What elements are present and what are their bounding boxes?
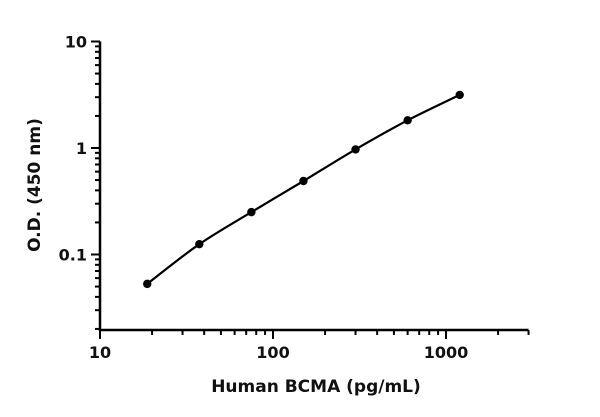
x-axis-title: Human BCMA (pg/mL) [211, 377, 421, 397]
data-point-marker [247, 207, 256, 217]
y-axis-title: O.D. (450 nm) [25, 118, 45, 252]
plot-area [143, 90, 464, 289]
x-tick-label: 100 [256, 343, 289, 362]
data-point-marker [455, 90, 464, 100]
y-axis: 0.1 1 10 [59, 33, 102, 331]
data-point-marker [143, 279, 152, 289]
fit-curve-line [146, 93, 461, 285]
data-point-marker [351, 145, 360, 154]
y-tick-label: 10 [65, 33, 87, 52]
data-point-marker [299, 176, 308, 186]
data-point-marker [195, 239, 204, 249]
x-tick-label: 1000 [424, 343, 469, 362]
y-tick-label: 0.1 [59, 246, 87, 265]
x-tick-label: 10 [89, 343, 111, 362]
y-tick-label: 1 [76, 139, 87, 158]
x-axis: 10 100 1000 [89, 328, 530, 362]
data-point-marker [403, 116, 412, 125]
